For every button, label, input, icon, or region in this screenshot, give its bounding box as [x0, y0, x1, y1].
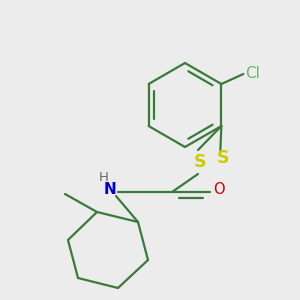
Text: N: N — [103, 182, 116, 197]
Text: H: H — [99, 171, 109, 184]
Text: S: S — [217, 149, 230, 167]
Text: S: S — [194, 153, 206, 171]
Text: O: O — [213, 182, 225, 197]
Text: Cl: Cl — [245, 67, 260, 82]
